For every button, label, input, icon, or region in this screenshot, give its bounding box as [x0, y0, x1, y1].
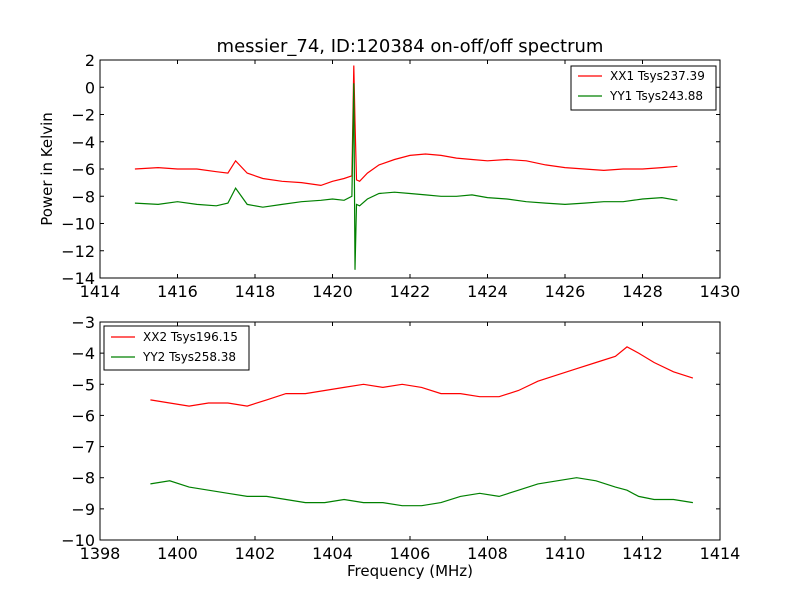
y-tick-label: −10	[61, 215, 95, 234]
x-tick-label: 1416	[157, 282, 198, 301]
y-tick-label: −9	[71, 500, 95, 519]
y-tick-label: 2	[85, 51, 95, 70]
x-tick-label: 1412	[622, 544, 663, 563]
x-axis-label: Frequency (MHz)	[347, 562, 473, 580]
x-tick-label: 1404	[312, 544, 353, 563]
series-line	[134, 65, 678, 187]
x-tick-label: 1418	[235, 282, 276, 301]
x-tick-label: 1422	[390, 282, 431, 301]
legend-label-xx1: XX1 Tsys237.39	[610, 69, 705, 83]
series-line	[150, 346, 694, 407]
axis-ticks-bottom: 1398 1400 1402 1404 1406 1408 1410 1412 1414 −10 −…	[61, 313, 740, 563]
x-tick-label: 1424	[467, 282, 508, 301]
x-tick-label: 1400	[157, 544, 198, 563]
plot-area-bottom	[150, 346, 694, 507]
y-tick-label: −12	[61, 242, 95, 261]
x-tick-label: 1428	[622, 282, 663, 301]
x-tick-label: 1430	[700, 282, 741, 301]
y-tick-label: −10	[61, 531, 95, 550]
y-tick-label: −4	[71, 133, 95, 152]
chart-title: messier_74, ID:120384 on-off/off spectru…	[217, 36, 604, 57]
x-tick-label: 1408	[467, 544, 508, 563]
axes-frame-bottom	[99, 321, 721, 541]
y-tick-label: −5	[71, 375, 95, 394]
x-tick-label: 1414	[80, 282, 121, 301]
panel-bottom: Frequency (MHz) 1398 1400 1402 1404 1406 1408…	[61, 313, 740, 580]
legend-label-yy2: YY2 Tsys258.38	[142, 350, 236, 364]
y-tick-label: −7	[71, 438, 95, 457]
series-line	[134, 83, 678, 270]
x-tick-label: 1410	[545, 544, 586, 563]
legend-box-top	[570, 65, 717, 111]
y-tick-label: −14	[61, 269, 95, 288]
y-tick-label: −8	[71, 469, 95, 488]
x-tick-label: 1420	[312, 282, 353, 301]
y-tick-label: −6	[71, 160, 95, 179]
legend-bottom: XX2 Tsys196.15 YY2 Tsys258.38	[103, 325, 250, 371]
series-line	[150, 477, 693, 507]
x-tick-label: 1398	[80, 544, 121, 563]
x-tick-label: 1402	[235, 544, 276, 563]
y-tick-label: −2	[71, 106, 95, 125]
legend-top: XX1 Tsys237.39 YY1 Tsys243.88	[570, 65, 717, 111]
panel-top: messier_74, ID:120384 on-off/off spectru…	[38, 36, 740, 301]
axes-frame-top	[99, 59, 721, 279]
y-axis-label: Power in Kelvin	[38, 112, 56, 226]
x-tick-label: 1426	[545, 282, 586, 301]
x-tick-label: 1406	[390, 544, 431, 563]
y-tick-label: −6	[71, 406, 95, 425]
plot-area-top	[134, 65, 678, 270]
y-tick-label: 0	[85, 78, 95, 97]
axis-ticks-top: 1414 1416 1418 1420 1422 1424 1426 1428 1430 −14 −…	[61, 51, 740, 301]
legend-box-bottom	[103, 325, 250, 371]
y-tick-label: −3	[71, 313, 95, 332]
legend-label-xx2: XX2 Tsys196.15	[143, 330, 238, 344]
y-tick-label: −4	[71, 344, 95, 363]
x-tick-label: 1414	[700, 544, 741, 563]
legend-label-yy1: YY1 Tsys243.88	[609, 89, 703, 103]
y-tick-label: −8	[71, 187, 95, 206]
